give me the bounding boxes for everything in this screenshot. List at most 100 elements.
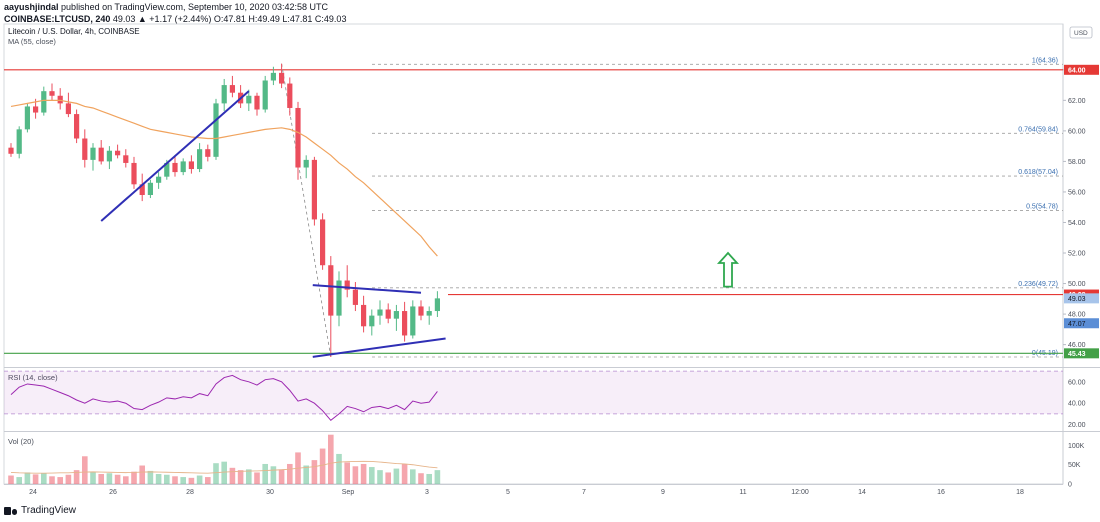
volume-bar — [369, 467, 375, 484]
candle-body — [197, 149, 203, 170]
volume-bar — [155, 473, 162, 484]
candle-body — [352, 289, 358, 305]
volume-bar — [8, 475, 14, 484]
candle-body — [229, 85, 235, 93]
candle-body — [377, 309, 383, 316]
fib-level-label: 0.764(59.84) — [1018, 126, 1058, 133]
price-tag-label: 47.07 — [1068, 321, 1086, 328]
currency-box — [1069, 26, 1093, 39]
price-tick-label: 60.00 — [1068, 128, 1086, 135]
price-tick-label: 50.00 — [1068, 281, 1086, 288]
volume-bar — [90, 472, 96, 484]
published-text: published on TradingView.com, September … — [61, 2, 329, 12]
time-tick-label: 16 — [937, 489, 945, 496]
up-arrow-icon — [716, 251, 740, 288]
volume-bar — [393, 468, 400, 484]
candle-body — [24, 106, 30, 130]
candle-body — [213, 103, 219, 157]
rsi-band — [4, 371, 1063, 414]
volume-bar — [426, 473, 432, 484]
time-tick-label: Sep — [342, 489, 355, 496]
volume-bar — [287, 463, 293, 484]
tradingview-brand: TradingView — [21, 505, 77, 516]
candle-body — [74, 114, 80, 139]
volume-bar — [262, 463, 268, 484]
volume-bar — [311, 460, 318, 484]
fib-level-label: 1(64.36) — [1032, 57, 1058, 64]
volume-bar — [352, 466, 359, 484]
volume-bar — [213, 463, 219, 484]
volume-tick-label: 0 — [1068, 482, 1072, 489]
candle-body — [328, 265, 334, 316]
candle-body — [123, 155, 129, 163]
price-tick-label: 52.00 — [1068, 251, 1086, 258]
price-tag — [1064, 293, 1099, 304]
volume-bar — [106, 473, 113, 484]
quote-line: COINBASE:LTCUSD, 240 49.03 ▲ +1.17 (+2.4… — [4, 14, 346, 24]
candle-body — [172, 162, 178, 173]
trendline — [312, 284, 422, 294]
candle-body — [82, 138, 88, 160]
rsi-legend: RSI (14, close) — [8, 373, 58, 382]
volume-bar — [73, 470, 80, 484]
volume-bar — [434, 470, 441, 484]
volume-bar — [57, 477, 63, 484]
volume-tick-label: 100K — [1068, 443, 1085, 450]
volume-bar — [221, 461, 227, 484]
volume-bar — [360, 463, 367, 484]
price-line: 49.03 ▲ +1.17 (+2.44%) O:47.81 H:49.49 L… — [112, 14, 347, 24]
candle-body — [287, 83, 293, 108]
candle-body — [115, 150, 121, 156]
volume-bar — [82, 456, 88, 484]
fib-level-label: 0.236(49.72) — [1018, 281, 1058, 288]
candle-body — [49, 91, 55, 96]
candle-body — [139, 184, 145, 195]
volume-bar — [164, 474, 170, 484]
candle-body — [303, 159, 309, 168]
candle-body — [254, 95, 260, 110]
volume-bar — [278, 469, 285, 484]
publish-line: aayushjindal published on TradingView.co… — [4, 2, 328, 12]
candle-body — [221, 85, 227, 104]
candle-body — [393, 311, 399, 319]
price-tick-label: 58.00 — [1068, 159, 1086, 166]
volume-legend: Vol (20) — [8, 437, 34, 446]
volume-bar — [246, 469, 252, 484]
volume-bar — [188, 477, 195, 484]
rsi-tick-label: 40.00 — [1068, 401, 1086, 408]
candle-body — [295, 107, 301, 168]
candle-body — [131, 162, 137, 185]
author-name[interactable]: aayushjindal — [4, 2, 59, 12]
time-tick-label: 11 — [739, 489, 746, 496]
price-tick-label: 54.00 — [1068, 220, 1086, 227]
currency-label: USD — [1074, 30, 1088, 37]
tradingview-logo[interactable]: TradingView — [4, 505, 76, 516]
candle-body — [279, 72, 285, 84]
rsi-tick-label: 60.00 — [1068, 379, 1086, 386]
time-tick-label: 5 — [506, 489, 510, 496]
price-level-tag — [1064, 348, 1099, 359]
candle-body — [336, 280, 342, 316]
main-legend-title: Litecoin / U.S. Dollar, 4h, COINBASE — [8, 27, 140, 36]
volume-bar — [270, 466, 277, 484]
candle-body — [410, 306, 416, 336]
volume-bar — [131, 471, 137, 484]
time-tick-label: 18 — [1016, 489, 1024, 496]
volume-bar — [303, 465, 309, 484]
volume-bar — [418, 473, 424, 484]
volume-bar — [401, 463, 408, 484]
candle-body — [41, 91, 47, 113]
candle-body — [262, 80, 268, 110]
rsi-line — [10, 374, 438, 421]
candle-body — [369, 315, 375, 327]
price-tag-label: 49.03 — [1068, 296, 1086, 303]
volume-bar — [41, 473, 47, 484]
volume-bar — [114, 474, 121, 484]
volume-bar — [196, 475, 203, 484]
price-tick-label: 48.00 — [1068, 312, 1086, 319]
volume-bar — [24, 472, 31, 484]
candle-body — [361, 304, 367, 327]
candle-body — [385, 309, 391, 319]
symbol-line: COINBASE:LTCUSD, 240 — [4, 14, 111, 24]
